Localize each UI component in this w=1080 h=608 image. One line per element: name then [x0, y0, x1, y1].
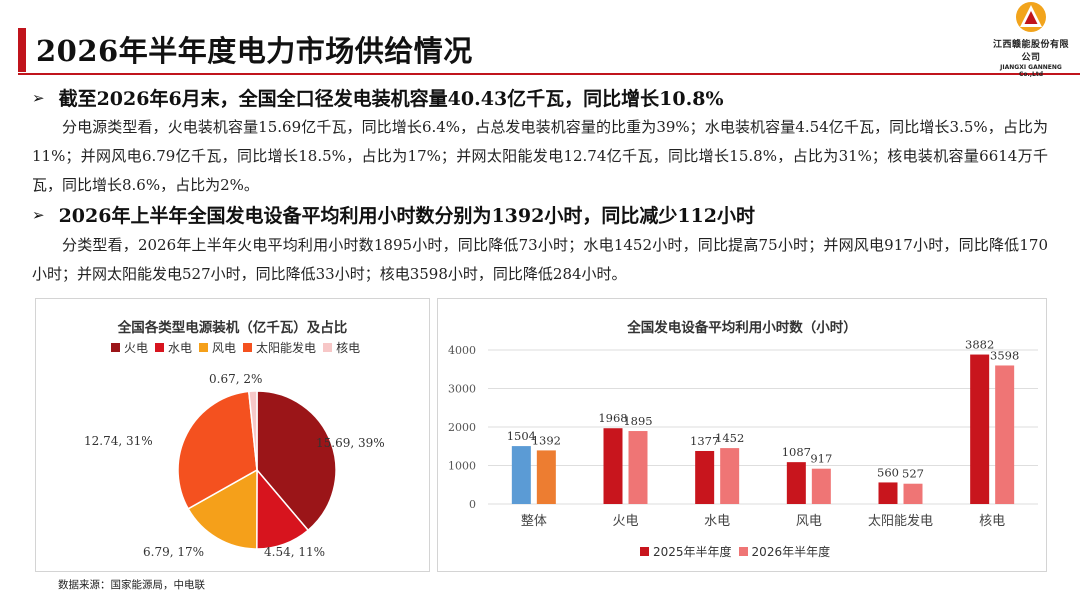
x-tick-label: 火电 [612, 514, 638, 529]
x-tick-label: 太阳能发电 [868, 513, 933, 529]
legend-label: 2026年半年度 [751, 545, 831, 559]
pie-chart-panel: 全国各类型电源装机（亿千瓦）及占比 火电 水电 风电 太阳能发电 核电 15.69, 3… [35, 298, 430, 572]
x-tick-label: 风电 [796, 514, 822, 529]
pie-chart: 15.69, 39% 4.54, 11% 6.79, 17% 12.74, 31% 0.… [84, 372, 385, 559]
bar [878, 482, 898, 504]
bar [603, 428, 623, 504]
section1-body: 分电源类型看，火电装机容量15.69亿千瓦，同比增长6.4%，占总发电装机容量的… [32, 118, 1048, 194]
bar [970, 354, 990, 504]
legend-label: 2025年半年度 [653, 545, 732, 559]
logo-company-cn: 江西赣能股份有限公司 [992, 40, 1069, 63]
legend-swatch [323, 343, 333, 352]
legend-swatch [111, 343, 120, 352]
title-accent-bar [18, 28, 26, 72]
bar-chart-panel: 全国发电设备平均利用小时数（小时） 0 1000 2000 3000 4000 1504 1… [437, 298, 1047, 572]
section2-heading: ➢ 2026年上半年全国发电设备平均利用小时数分别为1392小时，同比减少112小… [32, 201, 755, 228]
bar [995, 365, 1015, 504]
pie-chart-title: 全国各类型电源装机（亿千瓦）及占比 [117, 320, 348, 336]
bar [695, 450, 715, 504]
bullet-arrow-icon: ➢ [32, 206, 45, 224]
pie-legend: 火电 水电 风电 太阳能发电 核电 [111, 339, 367, 356]
pie-slice [187, 468, 258, 550]
bar-data-label: 3598 [990, 348, 1019, 362]
bar-legend: 2025年半年度 2026年半年度 [640, 543, 837, 560]
bar-data-label: 527 [902, 467, 924, 481]
pie-legend-item: 太阳能发电 [243, 341, 316, 355]
legend-label: 太阳能发电 [256, 341, 317, 355]
legend-swatch [243, 343, 253, 352]
logo-mark-icon [1016, 2, 1046, 32]
pie-data-label: 6.79, 17% [143, 545, 204, 559]
bar [903, 483, 923, 504]
y-tick-label: 3000 [448, 383, 476, 396]
bar-data-label: 560 [877, 465, 899, 479]
bar [511, 446, 531, 504]
legend-label: 风电 [212, 341, 237, 355]
bar-data-label: 3882 [965, 338, 994, 352]
pie-slice [177, 390, 258, 510]
pie-legend-item: 水电 [155, 341, 192, 355]
pie-data-label: 15.69, 39% [316, 436, 385, 450]
data-source-note: 数据来源：国家能源局，中电联 [58, 579, 205, 591]
pie-legend-item: 火电 [111, 341, 148, 355]
bullet-arrow-icon: ➢ [32, 89, 45, 107]
legend-swatch [640, 547, 649, 556]
legend-swatch [155, 343, 165, 352]
bar [536, 450, 556, 504]
y-tick-label: 4000 [448, 344, 476, 357]
x-tick-label: 核电 [979, 514, 1005, 529]
x-tick-label: 整体 [521, 514, 547, 529]
bar-legend-item: 2026年半年度 [738, 545, 831, 559]
section1-heading-text: 截至2026年6月末，全国全口径发电装机容量40.43亿千瓦，同比增长10.8% [58, 88, 724, 110]
pie-data-label: 4.54, 11% [264, 545, 325, 559]
bar-data-label: 1452 [715, 431, 744, 445]
bar-data-label: 1087 [782, 445, 811, 459]
logo-company-en: JIANGXI GANNENG Co.,Ltd [1000, 64, 1062, 78]
bar-data-label: 1377 [690, 434, 719, 448]
bar-data-label: 1968 [598, 411, 627, 425]
bar [811, 468, 831, 504]
section1-heading: ➢ 截至2026年6月末，全国全口径发电装机容量40.43亿千瓦，同比增长10.8… [32, 84, 724, 111]
bar-data-label: 1392 [532, 433, 561, 447]
bar-data-label: 917 [810, 452, 832, 466]
y-tick-label: 2000 [448, 421, 476, 434]
y-tick-label: 1000 [448, 460, 476, 473]
section2-body: 分类型看，2026年上半年火电平均利用小时数1895小时，同比降低73小时；水电… [32, 236, 1048, 283]
legend-label: 火电 [124, 341, 149, 355]
legend-label: 水电 [168, 341, 193, 355]
x-tick-label: 水电 [704, 514, 730, 529]
bar-legend-item: 2025年半年度 [640, 545, 732, 559]
bar-data-label: 1895 [623, 414, 652, 428]
bar [720, 448, 740, 504]
title-divider [18, 73, 1080, 75]
section2-heading-text: 2026年上半年全国发电设备平均利用小时数分别为1392小时，同比减少112小时 [58, 205, 756, 227]
bar [786, 462, 806, 504]
y-tick-label: 0 [469, 498, 476, 511]
pie-slice [256, 390, 337, 532]
pie-data-label: 0.67, 2% [209, 372, 262, 386]
legend-swatch [199, 343, 209, 352]
pie-data-label: 12.74, 31% [84, 434, 153, 448]
company-logo: 江西赣能股份有限公司 JIANGXI GANNENG Co.,Ltd [992, 0, 1070, 78]
bar [628, 431, 648, 504]
legend-label: 核电 [336, 341, 361, 355]
legend-swatch [738, 547, 748, 556]
pie-slice [247, 390, 258, 471]
pie-legend-item: 核电 [323, 341, 360, 355]
page-title: 2026年半年度电力市场供给情况 [36, 34, 473, 68]
bar-chart-title: 全国发电设备平均利用小时数（小时） [627, 320, 857, 336]
pie-legend-item: 风电 [199, 341, 236, 355]
bar-data-label: 1504 [507, 429, 536, 443]
